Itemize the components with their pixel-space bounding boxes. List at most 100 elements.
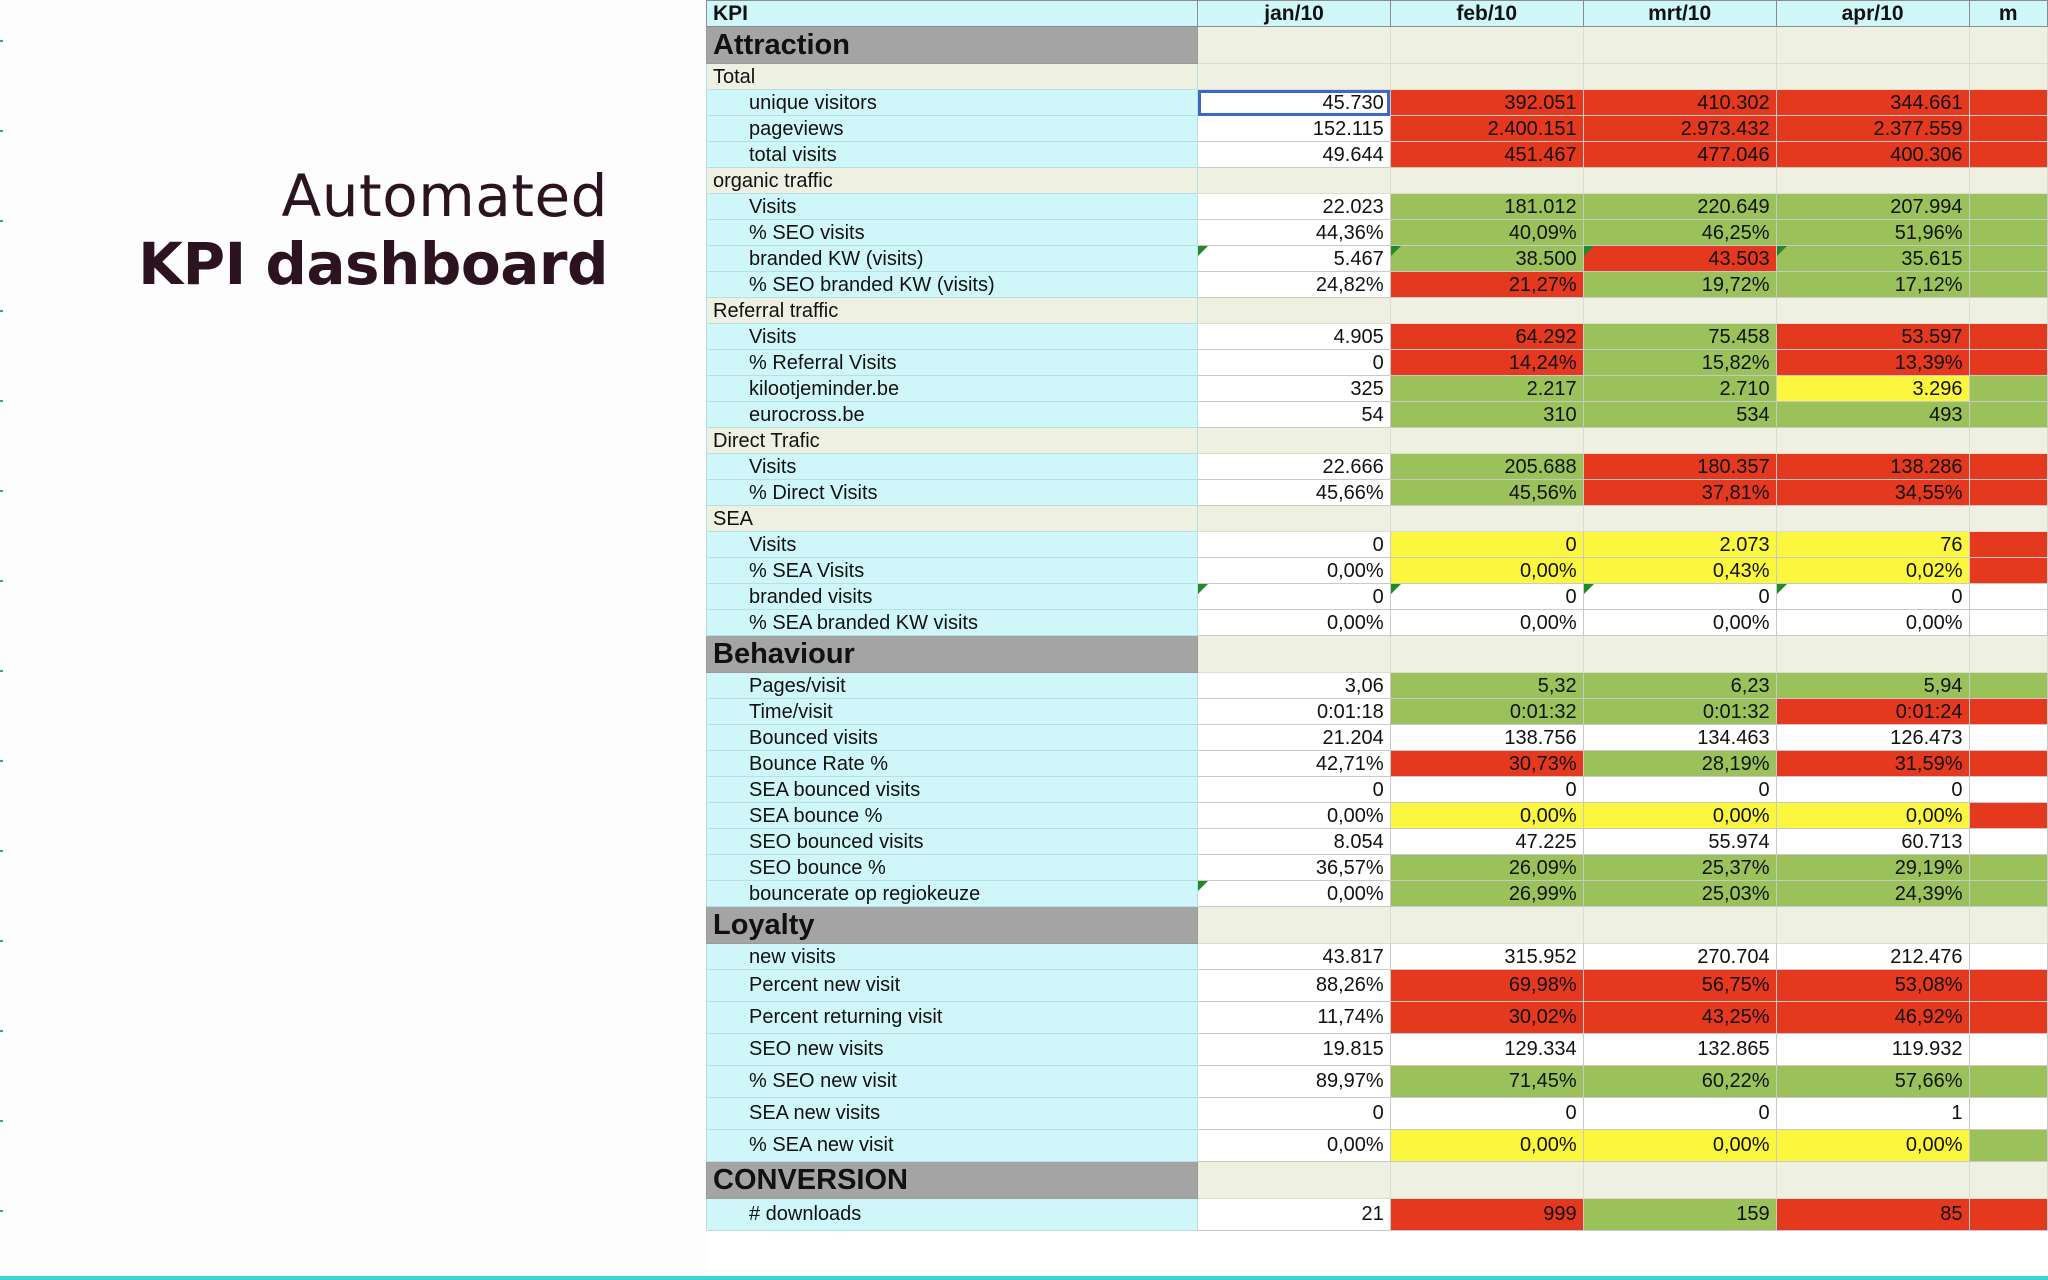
value-cell[interactable] (1968, 323, 2048, 350)
kpi-label[interactable]: % SEO new visit (706, 1065, 1199, 1098)
value-cell[interactable]: 0 (1582, 776, 1777, 803)
value-cell[interactable]: 0 (1389, 776, 1584, 803)
header-month[interactable]: feb/10 (1389, 0, 1584, 27)
empty-cell[interactable] (1775, 427, 1970, 454)
value-cell[interactable] (1968, 531, 2048, 558)
empty-cell[interactable] (1389, 635, 1584, 673)
kpi-label[interactable]: % SEO visits (706, 219, 1199, 246)
value-cell[interactable]: 159 (1582, 1198, 1777, 1231)
value-cell[interactable] (1968, 271, 2048, 298)
value-cell[interactable]: 477.046 (1582, 141, 1777, 168)
empty-cell[interactable] (1775, 63, 1970, 90)
value-cell[interactable]: 85 (1775, 1198, 1970, 1231)
value-cell[interactable]: 0,00% (1389, 557, 1584, 584)
value-cell[interactable]: 0,00% (1582, 802, 1777, 829)
kpi-label[interactable]: SEO new visits (706, 1033, 1199, 1066)
value-cell[interactable]: 11,74% (1197, 1001, 1391, 1034)
empty-cell[interactable] (1582, 63, 1777, 90)
value-cell[interactable]: 134.463 (1582, 724, 1777, 751)
value-cell[interactable]: 31,59% (1775, 750, 1970, 777)
value-cell[interactable]: 22.666 (1197, 453, 1391, 480)
kpi-label[interactable]: Visits (706, 193, 1199, 220)
empty-cell[interactable] (1197, 427, 1391, 454)
value-cell[interactable]: 45.730 (1197, 89, 1391, 116)
kpi-label[interactable]: Percent new visit (706, 969, 1199, 1002)
value-cell[interactable]: 410.302 (1582, 89, 1777, 116)
value-cell[interactable]: 75.458 (1582, 323, 1777, 350)
value-cell[interactable]: 30,73% (1389, 750, 1584, 777)
value-cell[interactable]: 14,24% (1389, 349, 1584, 376)
value-cell[interactable]: 0:01:18 (1197, 698, 1391, 725)
value-cell[interactable] (1968, 609, 2048, 636)
value-cell[interactable]: 19.815 (1197, 1033, 1391, 1066)
value-cell[interactable]: 270.704 (1582, 943, 1777, 970)
value-cell[interactable]: 21 (1197, 1198, 1391, 1231)
header-month[interactable]: apr/10 (1775, 0, 1970, 27)
value-cell[interactable]: 0:01:32 (1389, 698, 1584, 725)
value-cell[interactable]: 0,00% (1197, 1129, 1391, 1162)
value-cell[interactable]: 24,39% (1775, 880, 1970, 907)
group-label[interactable]: Referral traffic (706, 297, 1199, 324)
value-cell[interactable]: 2.710 (1582, 375, 1777, 402)
empty-cell[interactable] (1968, 297, 2048, 324)
value-cell[interactable]: 181.012 (1389, 193, 1584, 220)
value-cell[interactable]: 51,96% (1775, 219, 1970, 246)
value-cell[interactable]: 19,72% (1582, 271, 1777, 298)
empty-cell[interactable] (1775, 1161, 1970, 1199)
kpi-label[interactable]: SEA new visits (706, 1097, 1199, 1130)
section-label[interactable]: Attraction (706, 26, 1199, 64)
value-cell[interactable]: 0 (1197, 583, 1391, 610)
empty-cell[interactable] (1582, 635, 1777, 673)
value-cell[interactable]: 0 (1197, 776, 1391, 803)
value-cell[interactable]: 45,56% (1389, 479, 1584, 506)
value-cell[interactable]: 0,00% (1197, 802, 1391, 829)
empty-cell[interactable] (1389, 297, 1584, 324)
group-label[interactable]: Total (706, 63, 1199, 90)
value-cell[interactable]: 344.661 (1775, 89, 1970, 116)
value-cell[interactable]: 21.204 (1197, 724, 1391, 751)
value-cell[interactable]: 325 (1197, 375, 1391, 402)
value-cell[interactable] (1968, 969, 2048, 1002)
value-cell[interactable]: 0 (1197, 349, 1391, 376)
value-cell[interactable]: 38.500 (1389, 245, 1584, 272)
value-cell[interactable]: 55.974 (1582, 828, 1777, 855)
value-cell[interactable] (1968, 880, 2048, 907)
kpi-label[interactable]: branded visits (706, 583, 1199, 610)
value-cell[interactable]: 43.503 (1582, 245, 1777, 272)
empty-cell[interactable] (1389, 63, 1584, 90)
value-cell[interactable]: 493 (1775, 401, 1970, 428)
value-cell[interactable] (1968, 583, 2048, 610)
kpi-label[interactable]: % SEO branded KW (visits) (706, 271, 1199, 298)
kpi-label[interactable]: % Referral Visits (706, 349, 1199, 376)
value-cell[interactable] (1968, 828, 2048, 855)
value-cell[interactable]: 5,32 (1389, 672, 1584, 699)
section-label[interactable]: Loyalty (706, 906, 1199, 944)
value-cell[interactable]: 0,00% (1582, 1129, 1777, 1162)
value-cell[interactable]: 37,81% (1582, 479, 1777, 506)
value-cell[interactable] (1968, 479, 2048, 506)
value-cell[interactable]: 0,00% (1389, 802, 1584, 829)
header-kpi[interactable]: KPI (706, 0, 1199, 27)
value-cell[interactable]: 2.073 (1582, 531, 1777, 558)
value-cell[interactable]: 0 (1389, 1097, 1584, 1130)
empty-cell[interactable] (1775, 906, 1970, 944)
value-cell[interactable]: 2.400.151 (1389, 115, 1584, 142)
value-cell[interactable]: 46,25% (1582, 219, 1777, 246)
value-cell[interactable]: 60.713 (1775, 828, 1970, 855)
empty-cell[interactable] (1968, 167, 2048, 194)
value-cell[interactable]: 49.644 (1197, 141, 1391, 168)
empty-cell[interactable] (1197, 167, 1391, 194)
kpi-label[interactable]: % SEA new visit (706, 1129, 1199, 1162)
value-cell[interactable]: 44,36% (1197, 219, 1391, 246)
value-cell[interactable]: 400.306 (1775, 141, 1970, 168)
value-cell[interactable] (1968, 557, 2048, 584)
value-cell[interactable]: 21,27% (1389, 271, 1584, 298)
value-cell[interactable]: 0,00% (1197, 557, 1391, 584)
value-cell[interactable] (1968, 401, 2048, 428)
value-cell[interactable]: 26,09% (1389, 854, 1584, 881)
value-cell[interactable]: 26,99% (1389, 880, 1584, 907)
value-cell[interactable] (1968, 1033, 2048, 1066)
value-cell[interactable]: 40,09% (1389, 219, 1584, 246)
value-cell[interactable]: 152.115 (1197, 115, 1391, 142)
value-cell[interactable]: 43.817 (1197, 943, 1391, 970)
